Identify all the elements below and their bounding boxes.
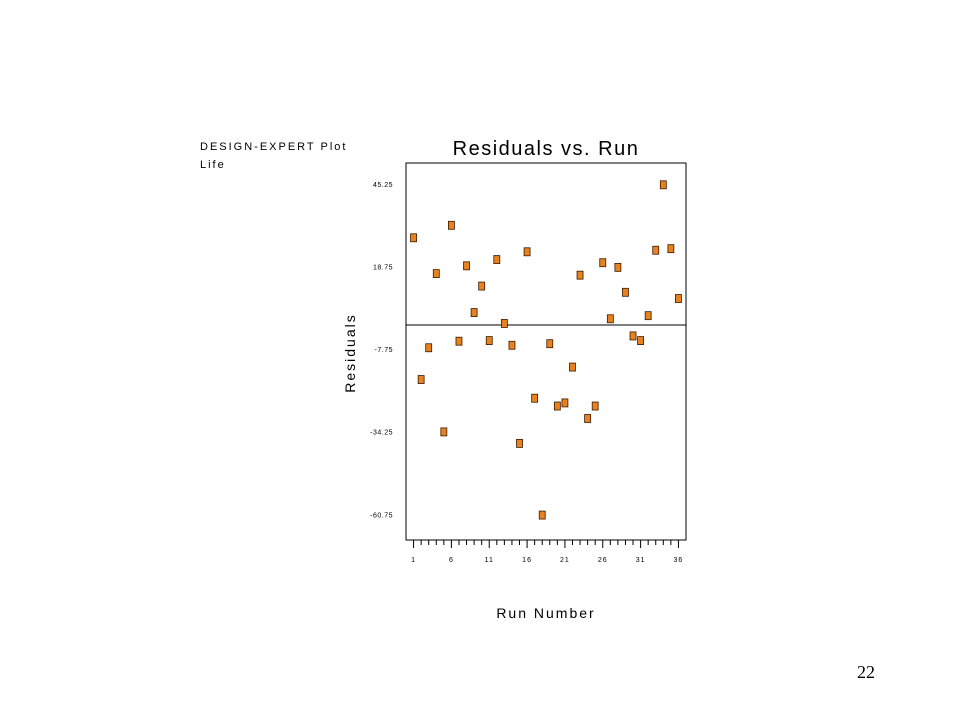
- residual-point: [448, 220, 455, 230]
- residual-point: [553, 401, 561, 411]
- y-tick-label: 45.25: [373, 182, 393, 189]
- residual-point: [538, 510, 546, 520]
- residual-point: [531, 393, 539, 403]
- y-tick-label: 18.75: [373, 265, 393, 272]
- residual-point: [667, 244, 675, 254]
- residual-point: [659, 180, 667, 190]
- x-tick-label: 36: [674, 557, 684, 564]
- residual-point: [470, 308, 478, 317]
- residual-point: [576, 270, 584, 280]
- residual-point: [455, 336, 463, 346]
- x-axis-label: Run Number: [496, 605, 596, 621]
- x-tick-label: 31: [636, 557, 646, 564]
- residual-point: [432, 269, 440, 279]
- x-tick-label: 11: [485, 557, 494, 564]
- y-tick-label: -34.25: [370, 430, 393, 437]
- residual-point: [606, 314, 614, 324]
- residual-point: [523, 247, 531, 257]
- residual-point: [591, 401, 599, 411]
- x-tick-label: 1: [411, 557, 416, 564]
- residual-point: [463, 261, 470, 271]
- y-tick-label: -60.75: [370, 512, 393, 519]
- x-tick-label: 6: [449, 557, 454, 564]
- residual-point: [493, 255, 501, 264]
- residual-point: [508, 340, 516, 350]
- residual-point: [440, 427, 448, 437]
- page-number: 22: [857, 662, 875, 682]
- header-plot-source: DESIGN-EXPERT Plot: [200, 141, 348, 153]
- residual-point: [675, 294, 682, 303]
- residual-point: [417, 375, 425, 384]
- residual-point: [546, 339, 554, 349]
- residual-point: [410, 233, 417, 243]
- residual-point: [599, 258, 607, 268]
- residual-point: [500, 319, 508, 328]
- x-tick-label: 26: [598, 557, 608, 564]
- x-tick-label: 21: [560, 557, 570, 564]
- residual-point: [485, 336, 493, 345]
- residual-point: [629, 331, 637, 341]
- header-response-name: Life: [200, 159, 226, 171]
- chart-title: Residuals vs. Run: [452, 138, 640, 160]
- residual-point: [584, 414, 592, 423]
- residual-point: [637, 336, 644, 345]
- y-tick-label: -7.75: [375, 347, 393, 354]
- residual-point: [569, 362, 576, 372]
- x-tick-label: 16: [522, 557, 532, 564]
- residual-point: [516, 439, 523, 448]
- residual-point: [425, 343, 433, 353]
- residual-point: [644, 311, 652, 321]
- residual-point: [561, 398, 569, 408]
- residual-point: [652, 245, 660, 255]
- residual-point: [478, 281, 486, 291]
- residual-point: [614, 262, 622, 272]
- plot-frame: [405, 162, 687, 541]
- residual-point: [622, 287, 629, 297]
